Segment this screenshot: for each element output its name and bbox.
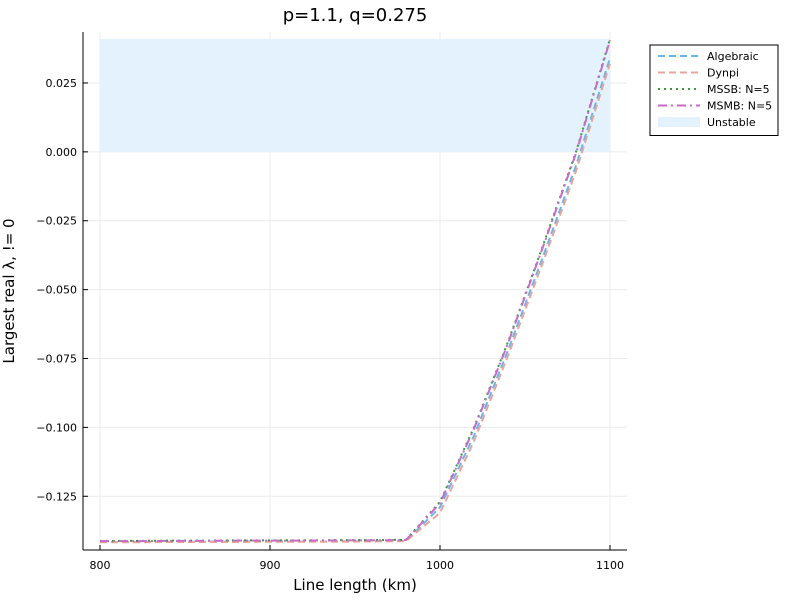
y-axis-label: Largest real λ, != 0	[0, 218, 18, 363]
legend-label-2: Dynpi	[707, 67, 739, 80]
y-tick-label: −0.100	[36, 421, 77, 434]
unstable-region	[100, 38, 610, 152]
x-tick-label: 900	[260, 559, 281, 572]
legend-label-unstable: Unstable	[707, 116, 756, 129]
x-tick-label: 1100	[596, 559, 624, 572]
legend: Algebraic Dynpi MSSB: N=5 MSMB: N=5 Unstable	[649, 44, 779, 136]
y-tick-label: −0.050	[36, 284, 77, 297]
legend-label-1: Algebraic	[707, 50, 759, 63]
series-line-2	[100, 63, 611, 544]
unstable-region-layer	[100, 38, 610, 152]
y-tick-label: 0.025	[46, 77, 78, 90]
y-tick-label: −0.075	[36, 353, 77, 366]
x-tick-label: 800	[90, 559, 111, 572]
y-tick-label: −0.025	[36, 215, 77, 228]
x-tick-label: 1000	[426, 559, 454, 572]
series-line-3	[100, 38, 611, 542]
series-layer	[100, 38, 611, 544]
tick-labels: 800 900 1000 1100 −0.125 −0.100 −0.075 −0.050 −0…	[36, 77, 624, 572]
x-axis-label: Line length (km)	[293, 576, 417, 594]
legend-label-4: MSMB: N=5	[707, 100, 772, 113]
legend-swatch-unstable	[658, 117, 700, 127]
series-line-4	[100, 39, 611, 543]
legend-label-3: MSSB: N=5	[707, 83, 770, 96]
y-tick-label: −0.125	[36, 490, 77, 503]
y-tick-label: 0.000	[46, 146, 78, 159]
axes	[82, 32, 627, 551]
chart-title: p=1.1, q=0.275	[283, 5, 428, 26]
